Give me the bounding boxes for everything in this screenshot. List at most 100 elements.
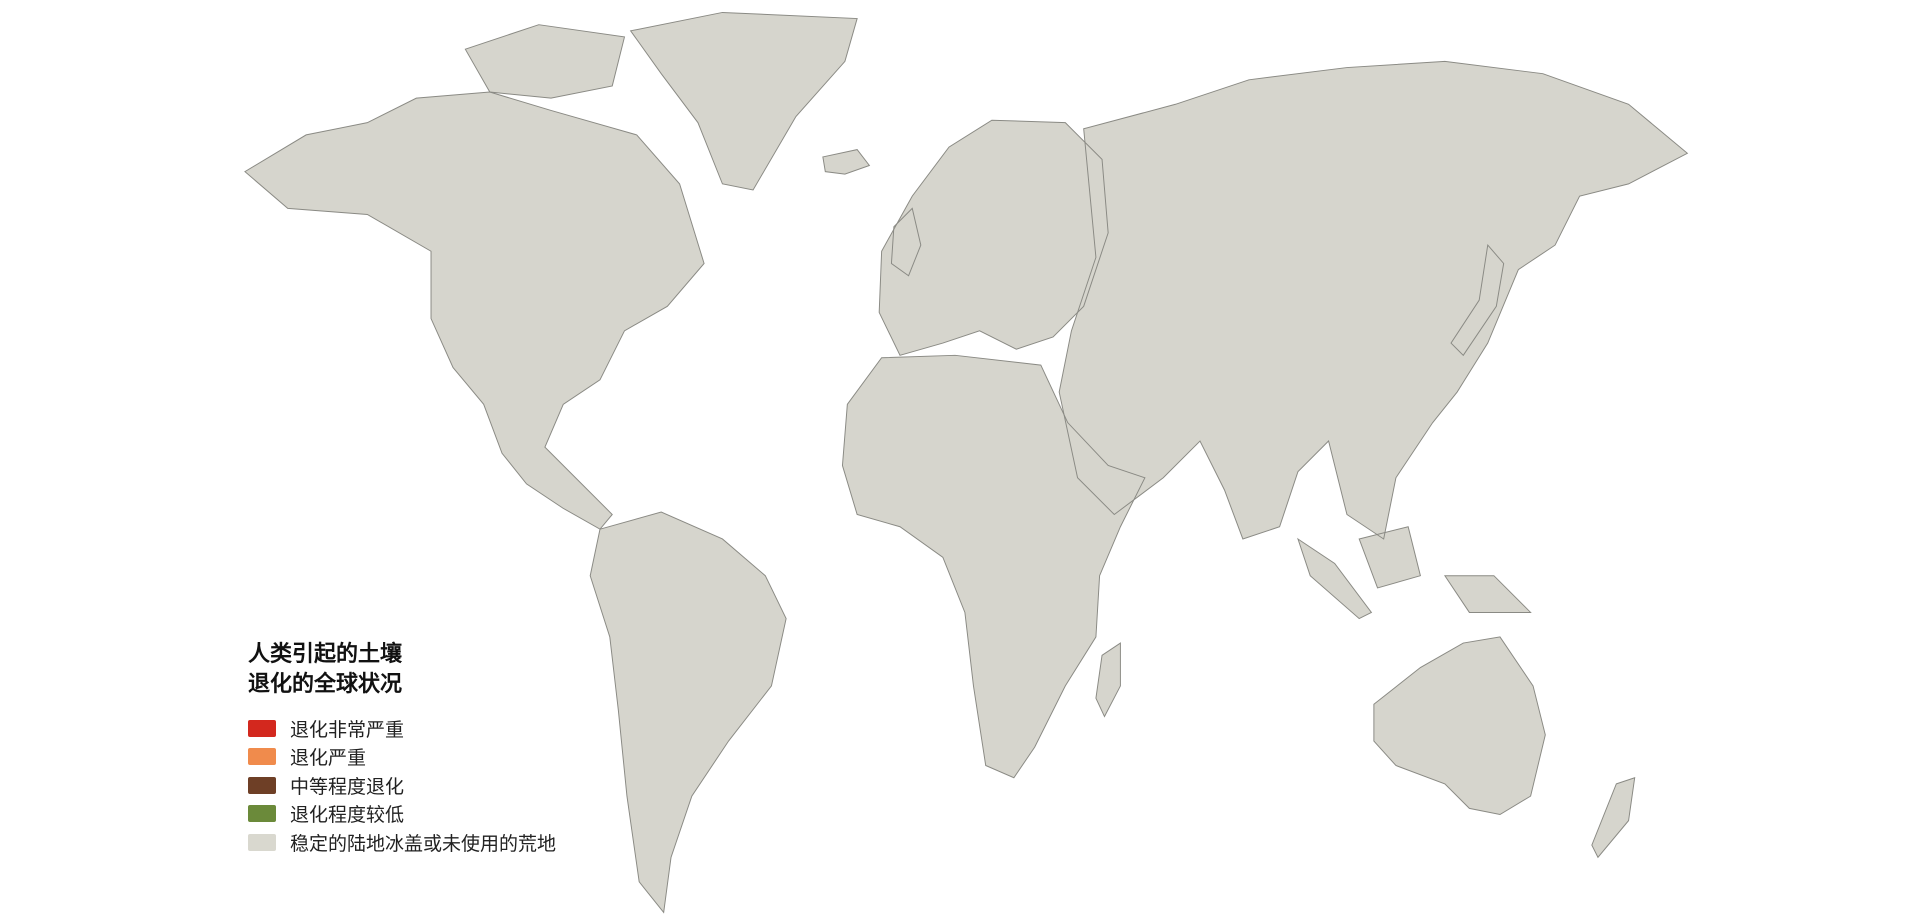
degradation-patch-severe xyxy=(723,758,787,791)
coastline-arctic-islands xyxy=(464,24,626,99)
degradation-patch-low xyxy=(941,734,981,763)
degradation-patch-very-severe xyxy=(876,590,949,628)
coastline-new-zealand xyxy=(1591,777,1636,859)
legend-swatch xyxy=(248,805,276,823)
degradation-patch-very-severe xyxy=(561,835,627,851)
degradation-patch-stable xyxy=(1362,790,1415,818)
degradation-patch-low xyxy=(735,526,767,548)
landmass-europe xyxy=(879,120,1109,356)
coastline-greenland xyxy=(629,11,858,191)
coastline-europe xyxy=(878,119,1109,356)
landmass-indonesia-2 xyxy=(1359,526,1421,588)
degradation-patch-severe xyxy=(711,846,737,873)
degradation-patch-severe xyxy=(893,700,935,753)
degradation-patch-stable xyxy=(848,527,877,556)
coastline-asia xyxy=(1058,60,1689,540)
degradation-patch-very-severe xyxy=(482,493,554,514)
degradation-patch-low xyxy=(590,852,637,899)
degradation-patch-moderate xyxy=(1606,842,1635,858)
land-outlines xyxy=(244,11,1689,914)
legend-label: 退化非常严重 xyxy=(290,718,405,741)
landmass-greenland xyxy=(630,12,858,191)
legend-label: 退化程度较低 xyxy=(290,804,405,827)
degradation-patch-low xyxy=(623,361,690,411)
landmass-new-zealand xyxy=(1591,777,1635,858)
legend-item-stable: 稳定的陆地冰盖或未使用的荒地 xyxy=(248,828,556,857)
degradation-patch-low xyxy=(1129,517,1149,540)
coastline-north-america xyxy=(244,91,705,530)
degradation-patch-severe xyxy=(655,379,709,428)
degradation-patch-low xyxy=(1451,523,1488,554)
coastline-japan xyxy=(1450,243,1505,357)
degradation-patch-very-severe xyxy=(1431,536,1456,579)
degradation-patch-low xyxy=(693,796,719,824)
legend-item-moderate: 中等程度退化 xyxy=(248,771,556,800)
degradation-patch-stable xyxy=(763,530,787,555)
coastline-indonesia-2 xyxy=(1358,526,1421,589)
landmass-indonesia-1 xyxy=(1297,538,1372,619)
degradation-patch-severe xyxy=(733,839,789,873)
legend-label: 中等程度退化 xyxy=(290,775,405,798)
degradation-patch-very-severe xyxy=(1454,491,1489,534)
legend-swatch xyxy=(248,776,276,794)
degradation-patch-low xyxy=(1033,753,1055,773)
landmass-japan xyxy=(1451,245,1504,356)
degradation-patch-very-severe xyxy=(901,613,950,633)
legend-swatch xyxy=(248,748,276,766)
degradation-patch-low xyxy=(824,683,865,705)
degradation-patch-low xyxy=(902,640,940,675)
degradation-patch-low xyxy=(750,709,801,754)
coastline-madagascar xyxy=(1095,642,1121,718)
degradation-patch-stable xyxy=(742,878,777,900)
degradation-patch-moderate xyxy=(606,384,652,406)
degradation-patch-severe xyxy=(836,707,878,736)
landmass-africa xyxy=(842,355,1145,778)
legend-item-low: 退化程度较低 xyxy=(248,800,556,829)
coastline-south-america xyxy=(589,511,787,914)
landmass-iceland xyxy=(822,149,870,175)
degradation-patch-moderate xyxy=(869,730,928,753)
degradation-patch-severe xyxy=(591,400,633,427)
legend-item-severe: 退化严重 xyxy=(248,743,556,772)
degradation-patch-stable xyxy=(907,629,928,679)
degradation-patch-moderate xyxy=(1390,626,1454,650)
degradation-patch-low xyxy=(760,812,791,836)
degradation-patch-moderate xyxy=(928,683,974,698)
degradation-patch-very-severe xyxy=(1265,549,1304,564)
degradation-patch-moderate xyxy=(624,327,678,362)
legend-swatch xyxy=(248,719,276,737)
legend-title-line1: 人类引起的土壤 xyxy=(248,642,403,667)
degradation-patch-low xyxy=(854,607,896,659)
degradation-patch-moderate xyxy=(729,800,788,850)
degradation-patch-moderate xyxy=(1377,790,1417,826)
degradation-patch-stable xyxy=(1076,700,1147,744)
landmass-south-america xyxy=(590,512,787,913)
degradation-patch-low xyxy=(937,724,957,740)
degradation-patch-moderate xyxy=(1059,711,1115,755)
degradation-patch-low xyxy=(1445,530,1482,570)
coastline-australia xyxy=(1373,636,1546,816)
landmass-uk xyxy=(891,208,921,276)
degradation-patch-very-severe xyxy=(1436,421,1479,451)
degradation-patch-low xyxy=(697,809,729,859)
legend-label: 退化严重 xyxy=(290,747,367,770)
landmass-new-guinea xyxy=(1444,575,1531,613)
degradation-patch-moderate xyxy=(895,652,920,678)
degradation-patch-stable xyxy=(864,617,917,637)
landmass-arctic-islands xyxy=(465,24,625,99)
degradation-patch-severe xyxy=(597,373,638,397)
legend-title: 人类引起的土壤 退化的全球状况 xyxy=(248,640,556,700)
degradation-patch-low xyxy=(840,570,871,622)
landmass-madagascar xyxy=(1095,643,1121,717)
degradation-patch-moderate xyxy=(871,717,902,746)
degradation-patch-low xyxy=(823,710,890,742)
landmass-australia xyxy=(1373,636,1546,815)
degradation-patch-very-severe xyxy=(898,640,933,692)
land-base xyxy=(244,12,1688,913)
degradation-patch-low xyxy=(653,381,714,412)
coastline-iceland xyxy=(822,149,871,175)
legend-title-line2: 退化的全球状况 xyxy=(248,672,403,697)
legend-label: 稳定的陆地冰盖或未使用的荒地 xyxy=(290,832,557,855)
coastline-uk xyxy=(890,207,922,277)
